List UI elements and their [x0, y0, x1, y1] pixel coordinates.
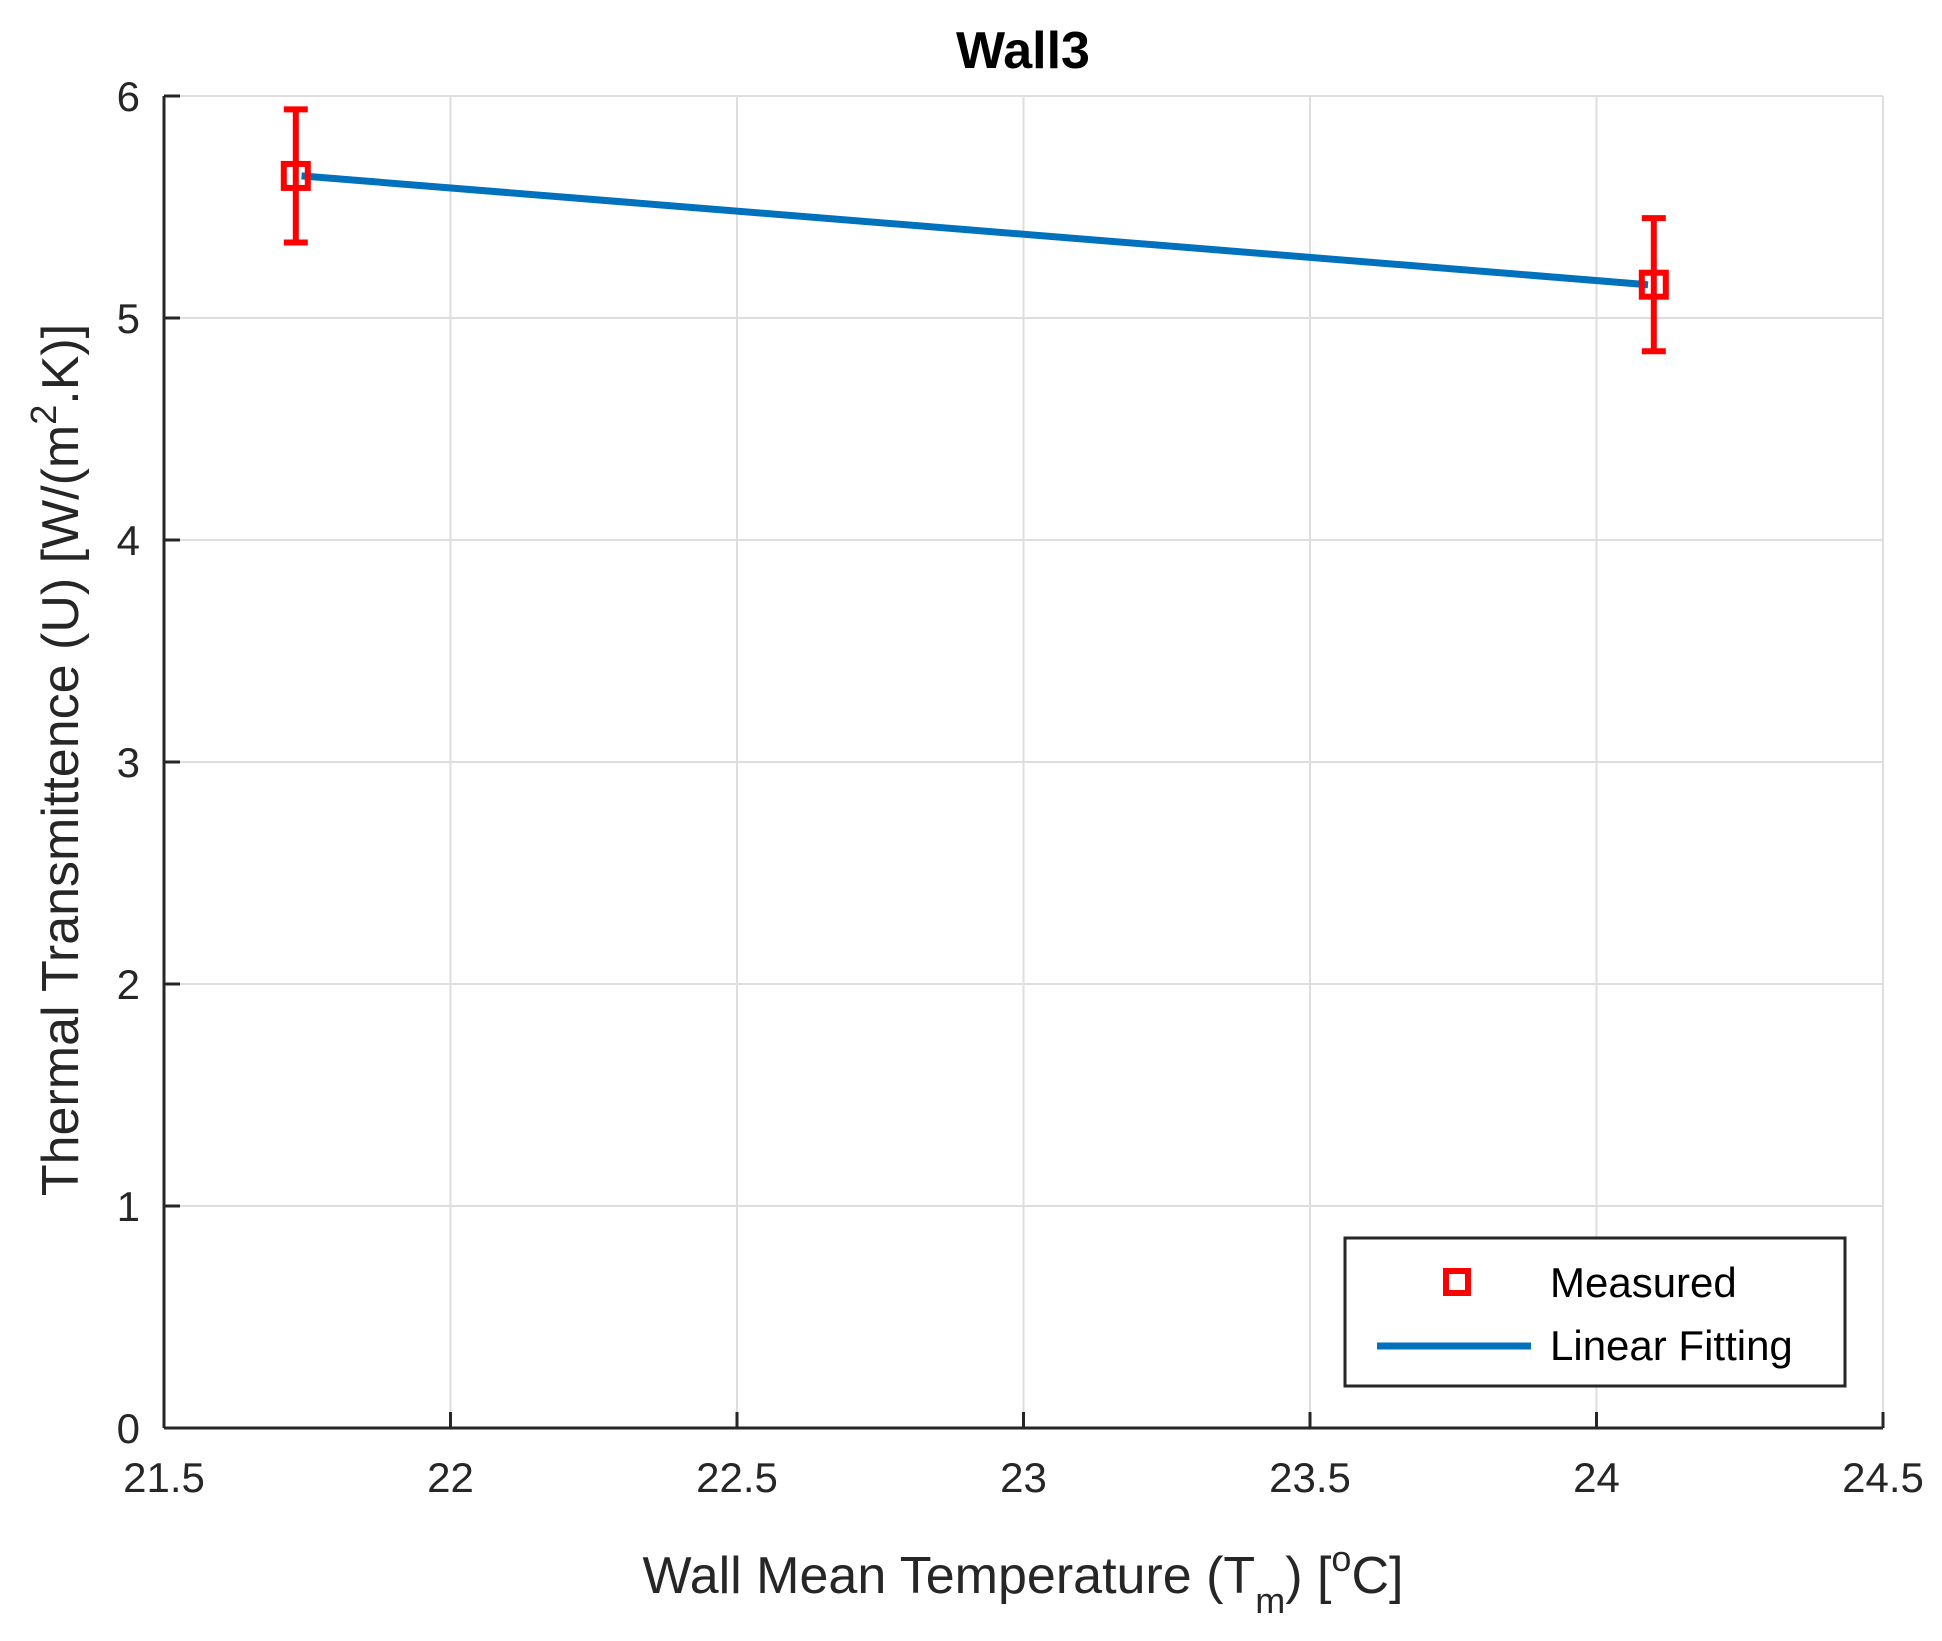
grid-lines [164, 95, 1884, 1428]
legend-fit-label: Linear Fitting [1550, 1322, 1793, 1369]
y-label-sup: 2 [23, 405, 64, 425]
y-label-part: Thermal Transmittence (U) [W/(m [32, 425, 90, 1196]
y-tick-label: 4 [117, 517, 140, 564]
y-tick-label: 5 [117, 295, 140, 342]
y-tick-label: 6 [117, 73, 140, 120]
x-label-part: ) [ [1285, 1547, 1332, 1605]
measured-point [280, 160, 311, 191]
x-tick-label: 22.5 [696, 1454, 778, 1501]
chart-title: Wall3 [956, 22, 1090, 80]
y-label-part: .K)] [32, 324, 90, 405]
data-series [280, 106, 1669, 355]
y-axis-label: Thermal Transmittence (U) [W/(m2.K)] [23, 324, 90, 1196]
linear-fit-line [301, 172, 1649, 289]
x-label-sub: m [1255, 1580, 1285, 1621]
x-label-part: Wall Mean Temperature (T [643, 1547, 1256, 1605]
axes [162, 94, 1885, 1430]
x-tick-label: 24.5 [1842, 1454, 1924, 1501]
x-tick-label: 21.5 [123, 1454, 205, 1501]
y-tick-label: 3 [117, 739, 140, 786]
x-tick-label: 23 [1000, 1454, 1047, 1501]
legend-measured-marker [1443, 1268, 1471, 1296]
legend-box [1343, 1236, 1847, 1388]
x-axis-label: Wall Mean Temperature (Tm) [oC] [643, 1538, 1404, 1621]
legend: Measured Linear Fitting [1343, 1236, 1847, 1388]
x-tick-label: 23.5 [1269, 1454, 1351, 1501]
x-tick-label: 24 [1573, 1454, 1620, 1501]
y-tick-label: 1 [117, 1183, 140, 1230]
x-tick-label: 22 [427, 1454, 474, 1501]
measured-point [1638, 269, 1669, 300]
x-label-sup: o [1331, 1538, 1351, 1579]
legend-measured-label: Measured [1550, 1259, 1737, 1306]
x-label-part: C] [1351, 1547, 1403, 1605]
y-tick-label: 2 [117, 961, 140, 1008]
y-tick-label: 0 [117, 1405, 140, 1452]
